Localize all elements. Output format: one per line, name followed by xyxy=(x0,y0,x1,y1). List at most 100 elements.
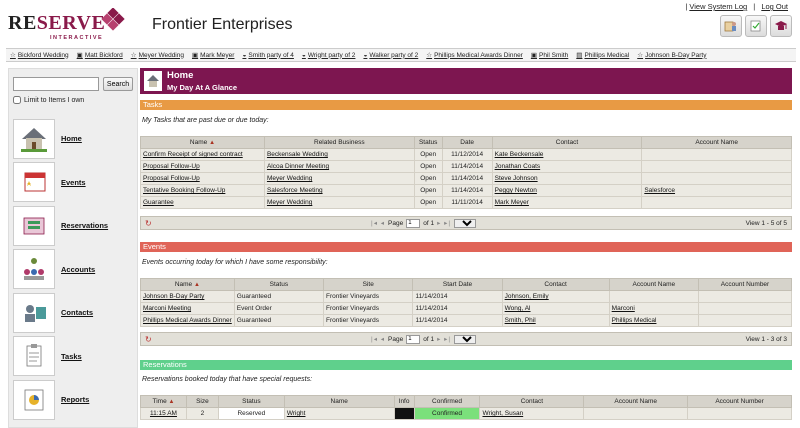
column-header[interactable]: Name xyxy=(283,395,395,408)
quick-item[interactable]: ▣ Mark Meyer xyxy=(192,51,234,60)
contact-link[interactable]: Mark Meyer xyxy=(491,196,643,209)
quick-item[interactable]: ◒ Wright party of 2 xyxy=(302,52,356,59)
graduation-cap-icon[interactable] xyxy=(770,15,792,37)
account-name-link[interactable] xyxy=(608,290,700,303)
account-name-link[interactable] xyxy=(641,196,792,209)
first-prev-icon[interactable]: |◂ ◂ xyxy=(371,336,386,343)
contact-link[interactable]: Smith, Phil xyxy=(501,314,610,327)
org-chart-icon xyxy=(13,249,55,290)
column-header[interactable]: Date xyxy=(441,136,493,149)
related-business-link[interactable]: Meyer Wedding xyxy=(263,196,415,209)
quick-item[interactable]: ▣ Phil Smith xyxy=(531,51,568,60)
column-header[interactable]: Account Number xyxy=(687,395,792,408)
related-business-link[interactable]: Beckensale Wedding xyxy=(263,148,415,161)
page-label: Page xyxy=(388,219,404,227)
account-name-link[interactable] xyxy=(641,172,792,185)
task-name-link[interactable]: Guarantee xyxy=(140,196,265,209)
sidebar-item-contacts[interactable]: Contacts xyxy=(13,291,135,335)
refresh-icon[interactable]: ↻ xyxy=(145,218,152,228)
reserve-logo[interactable]: RESERVE INTERACTIVE xyxy=(8,8,125,42)
quick-item[interactable]: ◒ Smith party of 4 xyxy=(242,52,293,59)
sidebar-item-reservations[interactable]: Reservations xyxy=(13,204,135,248)
related-business-link[interactable]: Salesforce Meeting xyxy=(263,184,415,197)
quick-item[interactable]: ☆ Johnson B-Day Party xyxy=(637,51,706,60)
column-header[interactable]: Account Number xyxy=(698,278,792,291)
sidebar-item-reports[interactable]: Reports xyxy=(13,378,135,422)
column-header[interactable]: Account Name xyxy=(641,136,792,149)
sidebar-item-events[interactable]: Events xyxy=(13,161,135,205)
sidebar-item-tasks[interactable]: Tasks xyxy=(13,335,135,379)
contact-link[interactable]: Wong, Al xyxy=(501,302,610,315)
quick-item[interactable]: ☆ Meyer Wedding xyxy=(130,51,184,60)
next-last-icon[interactable]: ▸ ▸| xyxy=(437,336,452,343)
account-name-link[interactable]: Marconi xyxy=(608,302,700,315)
column-header[interactable]: Account Name xyxy=(608,278,700,291)
limit-to-own-row[interactable]: Limit to Items I own xyxy=(13,96,84,104)
quick-item[interactable]: ☆ Phillips Medical Awards Dinner xyxy=(426,51,523,60)
star-icon: ☆ xyxy=(130,52,137,59)
calendar-people-icon[interactable] xyxy=(720,15,742,37)
search-input[interactable] xyxy=(13,77,99,91)
account-name-link[interactable] xyxy=(641,148,792,161)
task-name-link[interactable]: Proposal Follow-Up xyxy=(140,160,265,173)
first-prev-icon[interactable]: |◂ ◂ xyxy=(371,220,386,227)
column-header[interactable]: Status xyxy=(233,278,324,291)
view-system-log-link[interactable]: View System Log xyxy=(689,2,748,11)
page-number-input[interactable] xyxy=(406,218,421,228)
account-name-link[interactable]: Salesforce xyxy=(641,184,792,197)
contact-link[interactable]: Peggy Newton xyxy=(491,184,643,197)
quick-item[interactable]: ◒ Walker party of 2 xyxy=(363,52,418,59)
sidebar-item-home[interactable]: Home xyxy=(13,117,135,161)
column-header[interactable]: Status xyxy=(413,136,443,149)
pencil-check-icon[interactable] xyxy=(745,15,767,37)
log-out-link[interactable]: Log Out xyxy=(761,2,788,11)
column-header[interactable]: Contact xyxy=(501,278,610,291)
column-header[interactable]: Time ▲ xyxy=(140,395,187,408)
column-header[interactable]: Info xyxy=(393,395,415,408)
reservations-table: Time ▲ Size Status Name Info Confirmed C… xyxy=(140,395,792,420)
column-header[interactable]: Size xyxy=(185,395,219,408)
related-business-link[interactable]: Alcoa Dinner Meeting xyxy=(263,160,415,173)
contact-link[interactable]: Wright, Susan xyxy=(479,407,585,420)
column-header[interactable]: Name ▲ xyxy=(140,278,235,291)
contact-link[interactable]: Johnson, Emily xyxy=(501,290,610,303)
task-name-link[interactable]: Tentative Booking Follow-Up xyxy=(140,184,265,197)
sidebar-item-accounts[interactable]: Accounts xyxy=(13,248,135,292)
event-name-link[interactable]: Marconi Meeting xyxy=(140,302,235,315)
event-name-link[interactable]: Phillips Medical Awards Dinner xyxy=(140,314,235,327)
limit-to-own-checkbox[interactable] xyxy=(13,96,21,104)
table-header-row: Time ▲ Size Status Name Info Confirmed C… xyxy=(140,395,792,408)
search-button[interactable]: Search xyxy=(103,77,133,91)
column-header[interactable]: Site xyxy=(322,278,414,291)
account-name-link[interactable] xyxy=(641,160,792,173)
task-name-link[interactable]: Proposal Follow-Up xyxy=(140,172,265,185)
quick-item[interactable]: ▤ Phillips Medical xyxy=(576,51,629,60)
column-header[interactable]: Contact xyxy=(479,395,585,408)
page-size-select[interactable]: 10 xyxy=(454,334,477,344)
quick-item[interactable]: ☆ Bickford Wedding xyxy=(10,51,69,60)
task-name-link[interactable]: Confirm Receipt of signed contract xyxy=(140,148,265,161)
page-size-select[interactable]: 10 xyxy=(454,218,477,228)
quick-item[interactable]: ▣ Matt Bickford xyxy=(76,51,123,60)
info-icon[interactable] xyxy=(393,407,415,420)
account-name-link[interactable]: Phillips Medical xyxy=(608,314,700,327)
column-header[interactable]: Start Date xyxy=(412,278,503,291)
person-icon: ▣ xyxy=(76,52,83,59)
reservation-name-link[interactable]: Wright xyxy=(283,407,395,420)
column-header[interactable]: Contact xyxy=(491,136,643,149)
event-name-link[interactable]: Johnson B-Day Party xyxy=(140,290,235,303)
refresh-icon[interactable]: ↻ xyxy=(145,334,152,344)
page-number-input[interactable] xyxy=(406,334,421,344)
reservation-time-link[interactable]: 11:15 AM xyxy=(140,407,187,420)
next-last-icon[interactable]: ▸ ▸| xyxy=(437,220,452,227)
column-header[interactable]: Related Business xyxy=(263,136,415,149)
contact-link[interactable]: Kate Beckensale xyxy=(491,148,643,161)
contact-link[interactable]: Jonathan Coats xyxy=(491,160,643,173)
column-header[interactable]: Name ▲ xyxy=(140,136,265,149)
column-header[interactable]: Account Name xyxy=(583,395,689,408)
column-header[interactable]: Status xyxy=(217,395,285,408)
related-business-link[interactable]: Meyer Wedding xyxy=(263,172,415,185)
contact-link[interactable]: Steve Johnson xyxy=(491,172,643,185)
column-header[interactable]: Confirmed xyxy=(413,395,481,408)
event-status: Guaranteed xyxy=(233,314,324,327)
